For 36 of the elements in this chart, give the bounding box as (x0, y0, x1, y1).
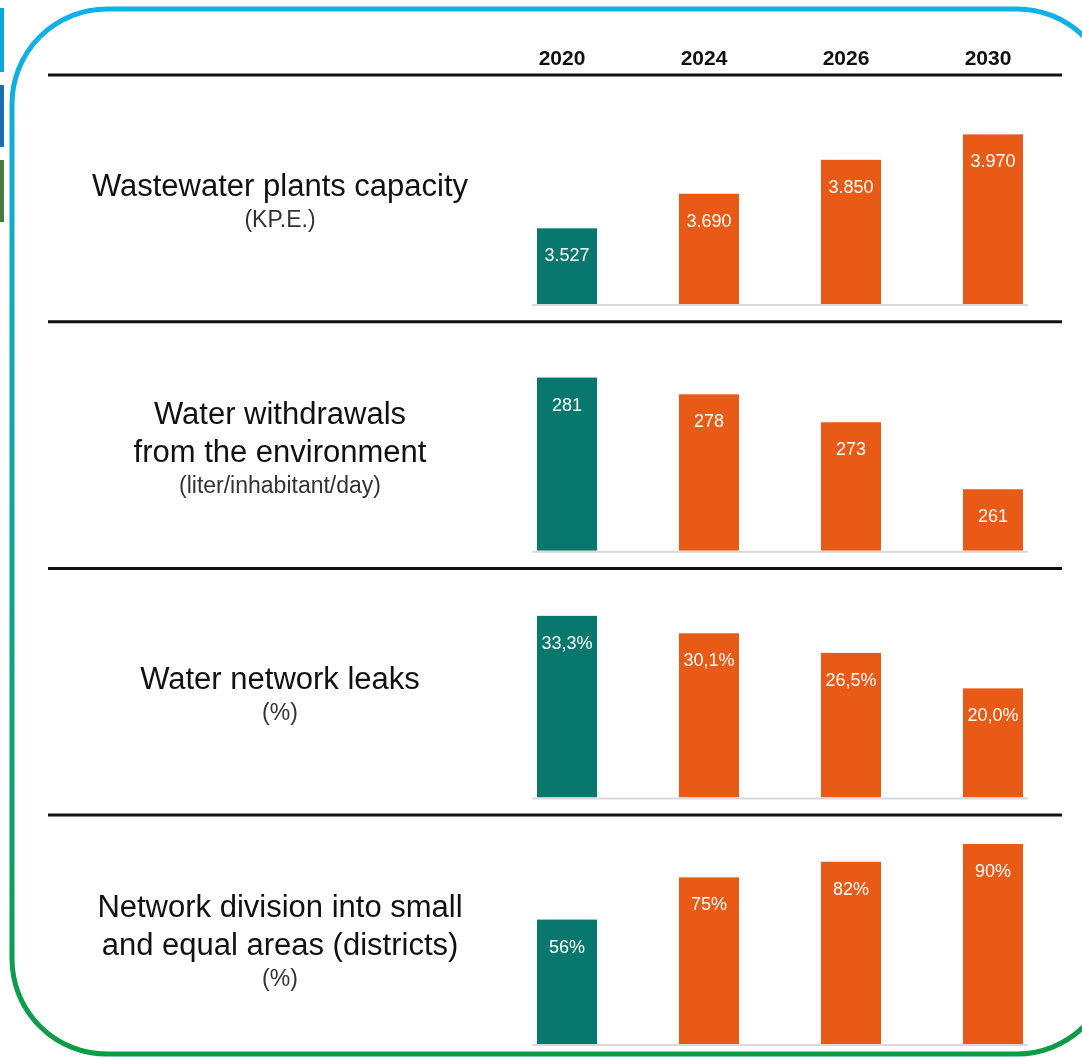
x-tick-label: 2020 (538, 46, 586, 69)
data-label: 90% (974, 861, 1012, 881)
data-label: 82% (832, 878, 870, 899)
x-tick-label: 2026 (822, 46, 870, 69)
bar (963, 688, 1023, 798)
data-label: 3.527 (544, 245, 590, 266)
text: Wastewater plants capacity (91, 168, 469, 203)
data-label: 75% (690, 894, 728, 915)
y-axis-title: (liter/inhabitant/day) (179, 471, 381, 498)
bar (821, 652, 881, 798)
data-label: 261 (977, 506, 1009, 527)
bar (679, 633, 739, 798)
data-label: 281 (551, 394, 583, 415)
bar (679, 877, 739, 1045)
bar (821, 861, 881, 1045)
data-label: 3.690 (686, 210, 732, 231)
data-label: 30,1% (683, 650, 735, 671)
data-label: 20,0% (967, 705, 1019, 726)
bar (963, 844, 1023, 1045)
data-label: 33,3% (541, 632, 593, 653)
data-label: 3.850 (828, 176, 874, 197)
data-label: 26,5% (825, 669, 877, 690)
y-axis-title: (%) (262, 699, 298, 726)
data-label: 3.970 (970, 151, 1016, 172)
data-label: 278 (693, 411, 725, 432)
bar (537, 919, 597, 1045)
x-tick-label: 2030 (964, 46, 1012, 69)
y-axis-title: (KP.E.) (244, 206, 316, 232)
text: Water network leaks (140, 661, 420, 697)
data-label: 273 (835, 439, 867, 460)
x-tick-label: 2024 (680, 46, 728, 69)
text: Network division into small and equal areas (districts) (97, 889, 463, 963)
bar (537, 615, 597, 798)
y-axis-title: (%) (262, 965, 298, 992)
text: Water withdrawals from the environment (133, 395, 427, 469)
data-label: 56% (548, 936, 586, 957)
